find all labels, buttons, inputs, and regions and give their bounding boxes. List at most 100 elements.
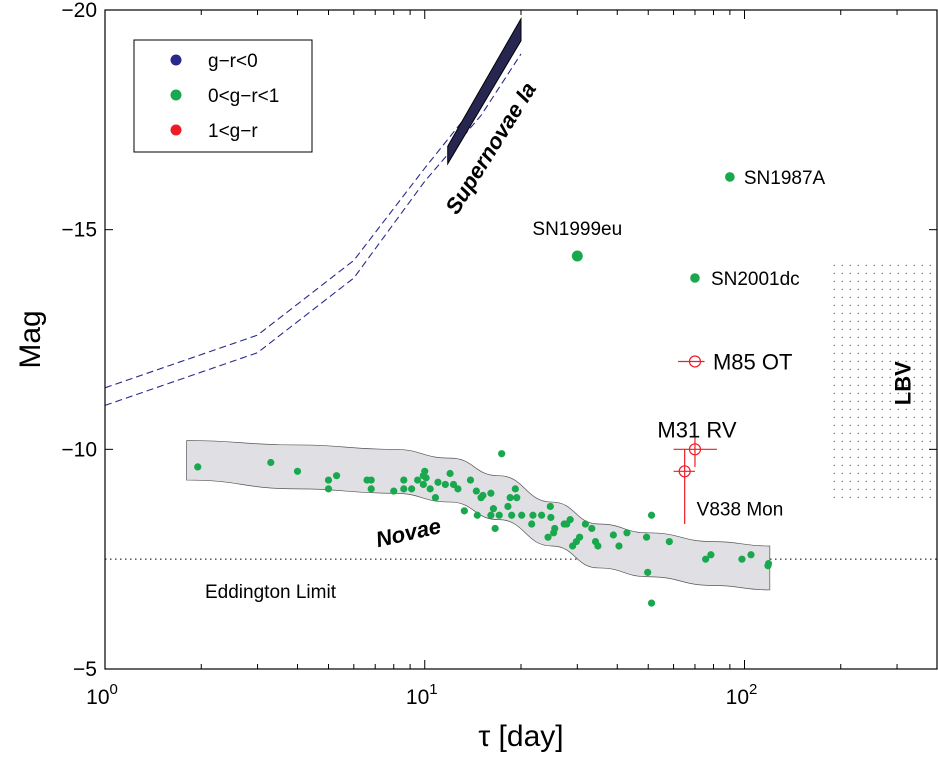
legend-label-1: 0<g−r<1 [208, 86, 279, 107]
x-tick-label: 102 [726, 681, 758, 709]
nova-point [419, 480, 427, 489]
nova-point [546, 502, 554, 511]
legend-marker-1 [170, 89, 182, 101]
nova-point [491, 524, 499, 533]
supernovae-curve-lower [104, 53, 522, 406]
object-circle [688, 443, 702, 456]
nova-point [508, 511, 516, 519]
nova-point [647, 599, 656, 607]
nova-point [324, 485, 333, 493]
nova-point [747, 551, 755, 559]
nova-point [324, 476, 333, 484]
supernovae-band [447, 16, 522, 166]
regions-layer [104, 16, 937, 591]
nova-point [665, 537, 673, 546]
nova-point [293, 467, 302, 475]
object-marker-v838-mon [673, 449, 695, 525]
nova-point [538, 511, 546, 519]
legend-label-0: g−r<0 [208, 51, 258, 72]
y-tick-label: −20 [61, 0, 97, 22]
nova-point [367, 476, 375, 484]
nova-point [426, 485, 434, 493]
legend: g−r<0 0<g−r<1 1<g−r [133, 39, 313, 153]
nova-point [547, 513, 555, 522]
nova-point [487, 489, 495, 497]
nova-point [702, 555, 710, 563]
object-marker-sn2001dc [690, 273, 700, 283]
legend-marker-2 [170, 124, 182, 136]
nova-point [504, 502, 512, 511]
nova-point [422, 474, 430, 482]
nova-point [390, 487, 398, 495]
y-tick-label: −10 [61, 438, 97, 461]
novae-band [186, 440, 771, 591]
nova-point [707, 551, 715, 559]
object-circle [678, 465, 691, 478]
nova-point [400, 485, 408, 493]
nova-point [518, 511, 526, 519]
nova-point [588, 524, 596, 533]
object-circle [688, 355, 702, 368]
nova-point [609, 531, 617, 539]
legend-marker-0 [170, 54, 182, 66]
y-tick-label: −15 [61, 219, 97, 242]
nova-point [566, 516, 574, 524]
legend-label-2: 1<g−r [208, 121, 258, 142]
nova-point [644, 568, 652, 576]
nova-point [581, 520, 589, 528]
nova-point [511, 485, 519, 493]
nova-point [441, 480, 449, 489]
nova-point [544, 533, 552, 541]
nova-point [575, 533, 584, 541]
nova-point [449, 480, 458, 489]
nova-point [267, 458, 275, 467]
data-marks-layer: SN1987A SN1999eu SN2001dc M85 OT M31 RV V838 … [194, 168, 826, 607]
object-label: SN2001dc [711, 269, 800, 290]
y-axis-title: Mag [14, 310, 47, 368]
nova-point [764, 559, 773, 568]
nova-point [446, 469, 454, 478]
nova-point [473, 511, 481, 519]
nova-point [194, 463, 202, 471]
nova-point [506, 494, 514, 502]
nova-point [414, 476, 422, 484]
object-label: V838 Mon [697, 499, 784, 520]
lbv-label: LBV [890, 361, 915, 405]
object-label: M31 RV [657, 417, 736, 442]
nova-point [454, 485, 462, 493]
nova-point [528, 520, 536, 528]
nova-point [408, 485, 416, 493]
nova-point [400, 476, 408, 484]
nova-point [623, 529, 631, 537]
nova-point [642, 533, 651, 541]
lbv-region [833, 264, 931, 499]
nova-point [738, 555, 746, 563]
object-label: SN1987A [744, 168, 826, 189]
nova-point [472, 487, 480, 495]
novae-label: Novae [373, 513, 443, 552]
nova-point [615, 542, 623, 550]
nova-point [367, 485, 375, 493]
object-marker-sn1987a [725, 172, 735, 182]
x-tick-label: 100 [86, 681, 118, 709]
nova-point [489, 505, 498, 513]
nova-point [466, 476, 475, 484]
nova-point [495, 511, 503, 519]
nova-point [594, 542, 602, 550]
legend-box [133, 39, 313, 153]
object-marker-sn1999eu [571, 250, 583, 262]
nova-point [431, 494, 440, 502]
object-marker-m85-ot [678, 355, 705, 368]
nova-point [498, 450, 506, 458]
nova-point [647, 511, 656, 519]
nova-point [487, 511, 495, 519]
nova-point [513, 494, 521, 502]
y-tick-label: −5 [73, 658, 97, 681]
eddington-limit-label: Eddington Limit [205, 582, 337, 603]
nova-point [332, 472, 341, 480]
object-marker-m31-rv [673, 436, 717, 467]
nova-point [551, 524, 559, 533]
x-tick-label: 101 [406, 681, 438, 709]
